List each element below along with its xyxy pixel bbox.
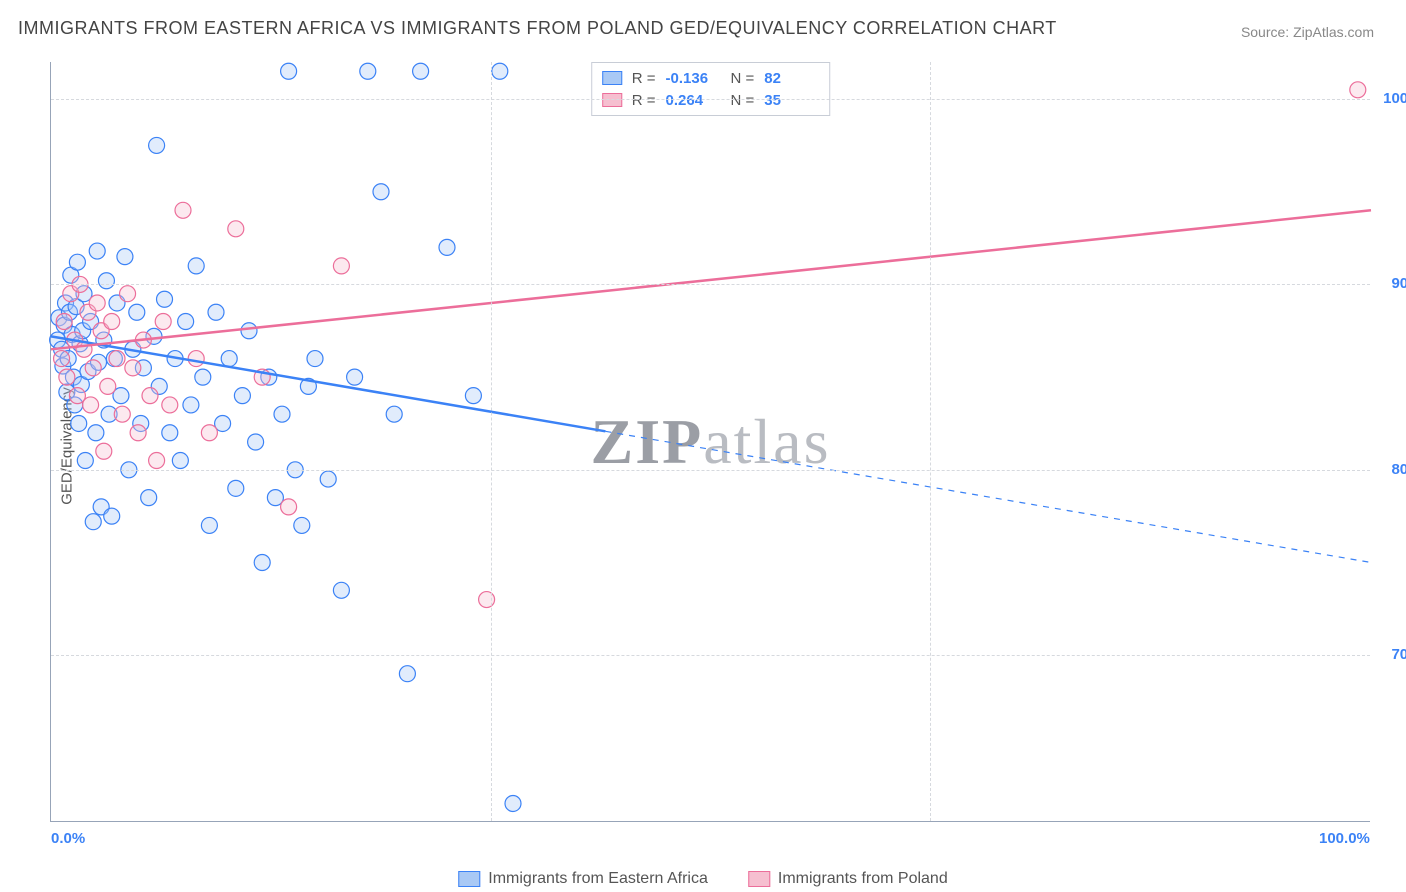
scatter-point [333, 582, 349, 598]
scatter-point [360, 63, 376, 79]
series-legend: Immigrants from Eastern Africa Immigrant… [458, 870, 947, 888]
scatter-point [254, 554, 270, 570]
scatter-point [96, 443, 112, 459]
scatter-point [492, 63, 508, 79]
scatter-point [89, 295, 105, 311]
scatter-point [228, 221, 244, 237]
scatter-point [188, 351, 204, 367]
scatter-point [175, 202, 191, 218]
scatter-point [104, 508, 120, 524]
scatter-point [386, 406, 402, 422]
y-tick-label: 70.0% [1391, 646, 1406, 663]
scatter-point [130, 425, 146, 441]
scatter-point [465, 388, 481, 404]
scatter-point [294, 517, 310, 533]
gridline-h [51, 99, 1370, 100]
scatter-point [141, 490, 157, 506]
gridline-h [51, 470, 1370, 471]
scatter-point [172, 453, 188, 469]
x-tick-label: 0.0% [51, 830, 85, 847]
scatter-point [333, 258, 349, 274]
scatter-point [479, 592, 495, 608]
scatter-point [241, 323, 257, 339]
scatter-point [1350, 82, 1366, 98]
trend-line [51, 210, 1371, 349]
scatter-point [100, 378, 116, 394]
scatter-point [178, 314, 194, 330]
scatter-point [109, 351, 125, 367]
scatter-point [188, 258, 204, 274]
legend-swatch-bottom-0 [458, 871, 480, 887]
y-tick-label: 100.0% [1383, 90, 1406, 107]
scatter-point [117, 249, 133, 265]
plot-area: ZIPatlas R = -0.136 N = 82 R = 0.264 N =… [50, 62, 1370, 822]
gridline-v [930, 62, 931, 821]
scatter-point [208, 304, 224, 320]
scatter-point [120, 286, 136, 302]
scatter-point [77, 453, 93, 469]
scatter-point [307, 351, 323, 367]
scatter-point [157, 291, 173, 307]
scatter-point [399, 666, 415, 682]
scatter-point [281, 499, 297, 515]
scatter-point [59, 369, 75, 385]
y-tick-label: 80.0% [1391, 461, 1406, 478]
scatter-point [505, 795, 521, 811]
legend-label-1: Immigrants from Poland [778, 870, 948, 887]
scatter-point [248, 434, 264, 450]
scatter-point [149, 453, 165, 469]
scatter-point [439, 239, 455, 255]
scatter-point [201, 425, 217, 441]
scatter-point [125, 360, 141, 376]
scatter-point [98, 273, 114, 289]
scatter-point [89, 243, 105, 259]
scatter-point [69, 254, 85, 270]
scatter-point [129, 304, 145, 320]
scatter-point [104, 314, 120, 330]
legend-label-0: Immigrants from Eastern Africa [488, 870, 708, 887]
gridline-h [51, 284, 1370, 285]
scatter-point [162, 397, 178, 413]
scatter-point [85, 514, 101, 530]
scatter-point [234, 388, 250, 404]
scatter-point [83, 397, 99, 413]
scatter-point [413, 63, 429, 79]
scatter-point [155, 314, 171, 330]
legend-item-0: Immigrants from Eastern Africa [458, 870, 708, 888]
gridline-v [491, 62, 492, 821]
gridline-h [51, 655, 1370, 656]
scatter-point [183, 397, 199, 413]
chart-title: IMMIGRANTS FROM EASTERN AFRICA VS IMMIGR… [18, 18, 1057, 39]
legend-swatch-bottom-1 [748, 871, 770, 887]
scatter-point [347, 369, 363, 385]
scatter-point [114, 406, 130, 422]
scatter-point [221, 351, 237, 367]
x-tick-label: 100.0% [1319, 830, 1370, 847]
scatter-point [142, 388, 158, 404]
scatter-point [195, 369, 211, 385]
scatter-point [54, 351, 70, 367]
scatter-point [71, 415, 87, 431]
trend-line-extrapolated [605, 431, 1371, 562]
plot-svg [51, 62, 1370, 821]
y-tick-label: 90.0% [1391, 275, 1406, 292]
scatter-point [373, 184, 389, 200]
legend-item-1: Immigrants from Poland [748, 870, 948, 888]
scatter-point [85, 360, 101, 376]
scatter-point [88, 425, 104, 441]
scatter-point [149, 137, 165, 153]
trend-line [51, 336, 605, 431]
scatter-point [228, 480, 244, 496]
scatter-point [162, 425, 178, 441]
scatter-point [201, 517, 217, 533]
source-attribution: Source: ZipAtlas.com [1241, 24, 1374, 40]
scatter-point [320, 471, 336, 487]
scatter-point [274, 406, 290, 422]
scatter-point [56, 314, 72, 330]
scatter-point [281, 63, 297, 79]
